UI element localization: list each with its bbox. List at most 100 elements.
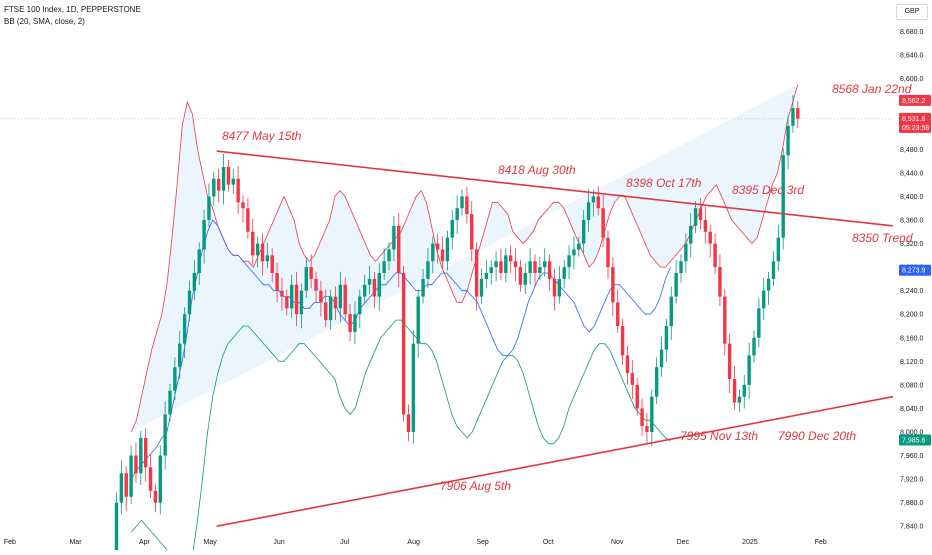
price-badge-lower: 7,985.6 xyxy=(899,434,931,446)
candle-body xyxy=(737,396,742,403)
candle-body xyxy=(168,390,172,415)
candle-body xyxy=(494,261,498,268)
x-tick-label: Sep xyxy=(476,539,489,546)
candle-body xyxy=(489,267,493,273)
candle-body xyxy=(674,273,678,297)
candle-body xyxy=(723,296,727,344)
candle-body xyxy=(280,290,284,297)
candle-body xyxy=(513,261,518,268)
candle-body xyxy=(221,167,226,191)
x-tick-label: 2025 xyxy=(742,539,758,546)
candle-body xyxy=(693,208,698,226)
currency-button[interactable]: GBP xyxy=(896,4,928,20)
candle-body xyxy=(616,302,620,326)
candle-body xyxy=(212,178,216,197)
candle-body xyxy=(163,414,167,456)
lower-trendline xyxy=(216,395,894,528)
candle-body xyxy=(654,367,659,397)
candle-body xyxy=(338,284,343,309)
candle-body xyxy=(552,278,557,297)
x-tick-label: May xyxy=(204,539,218,546)
candle-body xyxy=(465,196,469,215)
candle-body xyxy=(435,243,440,250)
y-tick-label: 8,000.0 xyxy=(900,430,923,437)
candle-body xyxy=(387,249,391,262)
svg-text:8,273.9: 8,273.9 xyxy=(902,268,925,275)
x-tick-label: Feb xyxy=(4,539,16,546)
candle-body xyxy=(786,125,790,156)
annotation-7995-nov-13th: 7995 Nov 13th xyxy=(680,429,758,443)
indicator-legend[interactable]: BB (20, SMA, close, 2) xyxy=(4,17,85,26)
candle-body xyxy=(207,196,211,220)
candle-body xyxy=(119,473,124,503)
candle-body xyxy=(562,267,566,279)
candle-body xyxy=(470,214,474,250)
annotation-7906-aug-5th: 7906 Aug 5th xyxy=(440,479,511,493)
svg-text:7,985.6: 7,985.6 xyxy=(902,437,925,444)
candle-body xyxy=(596,196,600,209)
candle-body xyxy=(606,237,610,268)
candle-body xyxy=(431,243,435,262)
candle-body xyxy=(640,408,644,427)
x-tick-label: Nov xyxy=(611,539,624,546)
y-tick-label: 8,200.0 xyxy=(900,312,923,319)
candle-body xyxy=(372,278,377,297)
candle-body xyxy=(718,267,722,297)
y-tick-label: 8,400.0 xyxy=(900,194,923,201)
y-tick-label: 8,160.0 xyxy=(900,335,923,342)
y-tick-label: 8,440.0 xyxy=(900,170,923,177)
candle-body xyxy=(601,208,605,238)
candle-body xyxy=(455,208,459,220)
candle-body xyxy=(572,249,576,256)
candle-body xyxy=(182,314,187,344)
countdown-text: 05:23:58 xyxy=(902,125,929,132)
candle-body xyxy=(129,455,133,497)
annotation-8568-jan-22nd: 8568 Jan 22nd xyxy=(832,82,912,96)
candle-body xyxy=(611,267,615,303)
candle-body xyxy=(406,414,411,432)
candle-body xyxy=(727,343,732,379)
candle-body xyxy=(440,249,445,262)
candle-body xyxy=(358,296,362,315)
candle-body xyxy=(367,278,372,285)
candle-body xyxy=(557,278,562,297)
candle-body xyxy=(796,108,800,119)
candle-body xyxy=(241,202,245,209)
candle-body xyxy=(333,296,338,309)
candle-body xyxy=(742,384,746,397)
candle-body xyxy=(324,302,328,321)
candle-body xyxy=(299,290,304,315)
candle-body xyxy=(504,255,508,273)
candle-body xyxy=(567,255,571,268)
candle-body xyxy=(397,225,401,273)
candle-body xyxy=(752,337,756,356)
candle-body xyxy=(659,349,664,368)
candle-body xyxy=(148,467,153,491)
candle-body xyxy=(533,261,537,273)
candle-body xyxy=(202,220,206,250)
symbol-title[interactable]: FTSE 100 Index, 1D, PEPPERSTONE xyxy=(4,5,141,14)
candle-body xyxy=(401,273,406,415)
candle-body xyxy=(392,225,396,250)
candle-body xyxy=(426,261,430,279)
candle-body xyxy=(499,261,503,273)
candle-body xyxy=(689,225,693,244)
y-tick-label: 8,360.0 xyxy=(900,218,923,225)
candle-body xyxy=(192,273,197,291)
candle-body xyxy=(708,231,712,244)
candle-body xyxy=(421,278,425,297)
upper-trendline xyxy=(216,150,894,227)
candle-body xyxy=(591,196,596,203)
candle-body xyxy=(289,284,294,309)
x-tick-label: Aug xyxy=(407,539,420,546)
candle-body xyxy=(251,231,255,256)
chart-header: FTSE 100 Index, 1D, PEPPERSTONE BB (20, … xyxy=(4,4,141,28)
y-tick-label: 7,960.0 xyxy=(900,453,923,460)
y-tick-label: 8,640.0 xyxy=(900,53,923,60)
candle-body xyxy=(319,290,323,303)
y-tick-label: 8,680.0 xyxy=(900,29,923,36)
candle-body xyxy=(757,308,761,338)
candle-body xyxy=(265,255,270,262)
